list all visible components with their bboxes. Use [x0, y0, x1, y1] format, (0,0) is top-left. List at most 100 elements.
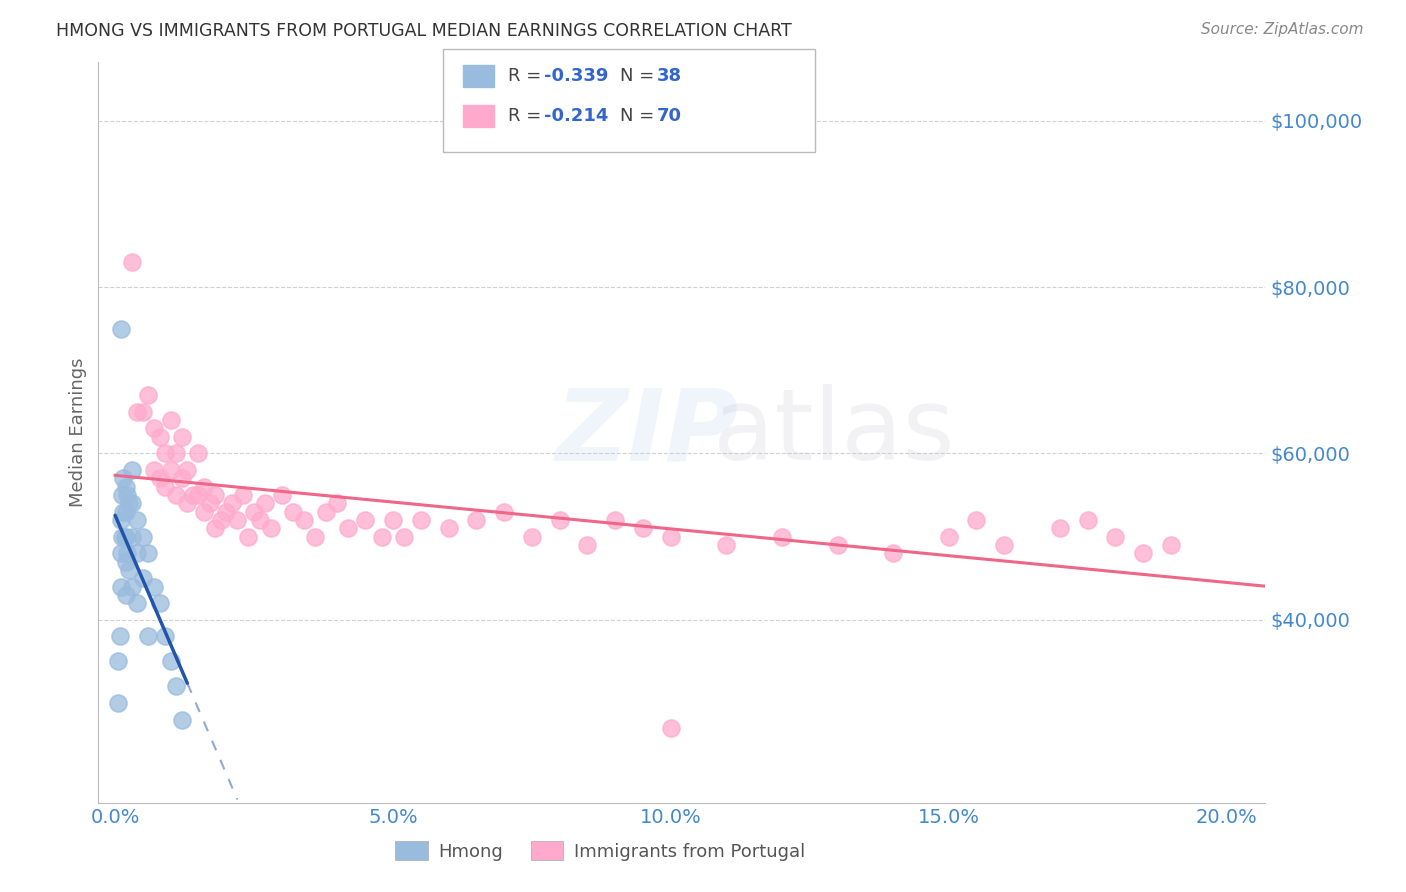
- Point: [1104, 530, 1126, 544]
- Point: [148, 596, 170, 610]
- Point: [965, 513, 987, 527]
- Point: [187, 446, 209, 460]
- Point: [520, 530, 543, 544]
- Point: [121, 496, 143, 510]
- Point: [827, 538, 849, 552]
- Point: [107, 696, 129, 710]
- Point: [153, 446, 176, 460]
- Point: [108, 629, 131, 643]
- Point: [354, 513, 377, 527]
- Point: [165, 446, 187, 460]
- Text: R =: R =: [508, 67, 547, 85]
- Point: [232, 488, 254, 502]
- Point: [148, 471, 170, 485]
- Point: [114, 530, 136, 544]
- Point: [882, 546, 904, 560]
- Point: [165, 488, 187, 502]
- Point: [118, 563, 141, 577]
- Text: ZIP: ZIP: [555, 384, 738, 481]
- Point: [107, 654, 129, 668]
- Point: [138, 546, 160, 560]
- Legend: Hmong, Immigrants from Portugal: Hmong, Immigrants from Portugal: [388, 834, 813, 868]
- Point: [187, 488, 209, 502]
- Point: [153, 629, 176, 643]
- Point: [1049, 521, 1071, 535]
- Text: N =: N =: [620, 107, 659, 125]
- Text: HMONG VS IMMIGRANTS FROM PORTUGAL MEDIAN EARNINGS CORRELATION CHART: HMONG VS IMMIGRANTS FROM PORTUGAL MEDIAN…: [56, 22, 792, 40]
- Point: [110, 513, 132, 527]
- Y-axis label: Median Earnings: Median Earnings: [69, 358, 87, 508]
- Point: [1077, 513, 1099, 527]
- Point: [110, 546, 132, 560]
- Point: [138, 629, 160, 643]
- Point: [121, 530, 143, 544]
- Point: [193, 480, 215, 494]
- Point: [209, 513, 232, 527]
- Point: [1132, 546, 1154, 560]
- Point: [170, 471, 193, 485]
- Point: [115, 588, 138, 602]
- Point: [249, 513, 271, 527]
- Point: [138, 388, 160, 402]
- Point: [993, 538, 1015, 552]
- Point: [159, 413, 181, 427]
- Point: [115, 530, 138, 544]
- Point: [215, 505, 238, 519]
- Text: Source: ZipAtlas.com: Source: ZipAtlas.com: [1201, 22, 1364, 37]
- Point: [112, 471, 135, 485]
- Point: [409, 513, 432, 527]
- Point: [121, 255, 143, 269]
- Point: [254, 496, 277, 510]
- Point: [127, 596, 149, 610]
- Point: [110, 580, 132, 594]
- Point: [605, 513, 627, 527]
- Text: -0.214: -0.214: [544, 107, 609, 125]
- Point: [121, 580, 143, 594]
- Point: [132, 405, 155, 419]
- Point: [115, 505, 138, 519]
- Point: [631, 521, 654, 535]
- Point: [337, 521, 360, 535]
- Point: [176, 496, 198, 510]
- Text: 70: 70: [657, 107, 682, 125]
- Text: R =: R =: [508, 107, 547, 125]
- Point: [465, 513, 488, 527]
- Point: [127, 405, 149, 419]
- Point: [112, 505, 135, 519]
- Point: [243, 505, 266, 519]
- Point: [437, 521, 460, 535]
- Text: N =: N =: [620, 67, 659, 85]
- Point: [127, 546, 149, 560]
- Point: [117, 546, 139, 560]
- Point: [170, 713, 193, 727]
- Text: atlas: atlas: [713, 384, 955, 481]
- Point: [198, 496, 221, 510]
- Point: [371, 530, 394, 544]
- Point: [148, 430, 170, 444]
- Point: [193, 505, 215, 519]
- Point: [659, 530, 682, 544]
- Point: [381, 513, 404, 527]
- Point: [281, 505, 304, 519]
- Point: [121, 463, 143, 477]
- Point: [292, 513, 315, 527]
- Point: [176, 463, 198, 477]
- Point: [716, 538, 738, 552]
- Point: [127, 513, 149, 527]
- Point: [392, 530, 415, 544]
- Point: [1160, 538, 1182, 552]
- Point: [118, 496, 141, 510]
- Point: [770, 530, 793, 544]
- Point: [132, 530, 155, 544]
- Point: [304, 530, 326, 544]
- Point: [326, 496, 349, 510]
- Point: [238, 530, 260, 544]
- Point: [165, 679, 187, 693]
- Text: -0.339: -0.339: [544, 67, 609, 85]
- Point: [132, 571, 155, 585]
- Point: [221, 496, 243, 510]
- Point: [548, 513, 571, 527]
- Point: [170, 430, 193, 444]
- Point: [111, 488, 134, 502]
- Point: [111, 530, 134, 544]
